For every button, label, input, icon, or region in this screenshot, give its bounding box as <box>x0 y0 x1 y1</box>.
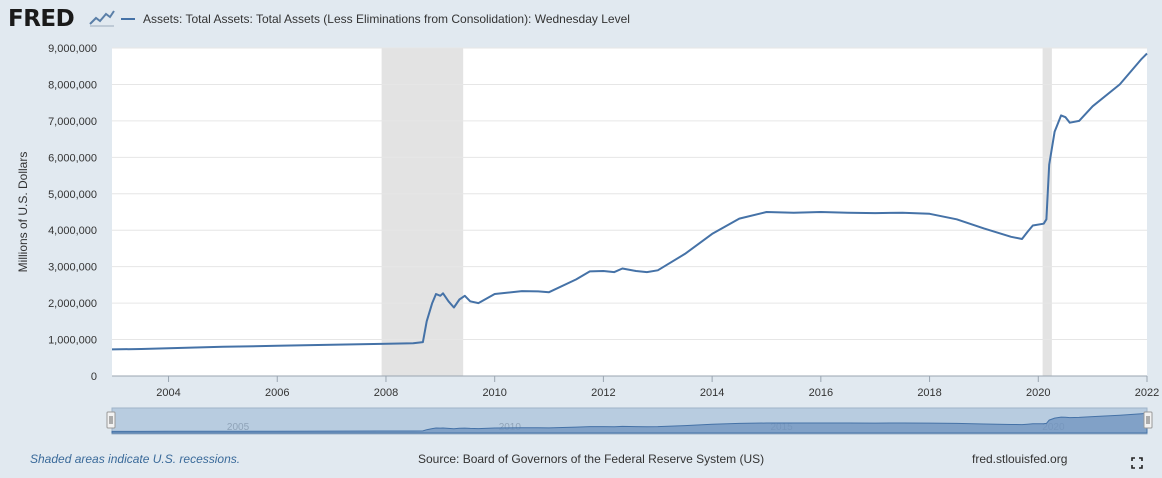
recession-note[interactable]: Shaded areas indicate U.S. recessions. <box>30 452 241 466</box>
x-tick-label: 2020 <box>1026 387 1050 399</box>
y-tick-label: 1,000,000 <box>48 335 97 347</box>
x-tick-label: 2016 <box>809 387 833 399</box>
y-tick-label: 8,000,000 <box>48 79 97 91</box>
site-url[interactable]: fred.stlouisfed.org <box>972 452 1068 466</box>
x-tick-label: 2008 <box>374 387 398 399</box>
chart[interactable]: 0 1,000,000 2,000,000 3,000,000 4,000,000 5,0… <box>0 40 1162 450</box>
x-tick-label: 2014 <box>700 387 724 399</box>
header: FRED Assets: Total Assets: Total Assets … <box>0 0 1162 40</box>
y-tick-label: 5,000,000 <box>48 189 97 201</box>
navigator[interactable]: 2005201020152020 <box>106 407 1153 435</box>
x-tick-label: 2022 <box>1135 387 1159 399</box>
navigator-right-handle[interactable] <box>1143 411 1153 429</box>
source-text: Source: Board of Governors of the Federa… <box>418 452 765 466</box>
y-tick-label: 6,000,000 <box>48 152 97 164</box>
legend[interactable]: Assets: Total Assets: Total Assets (Less… <box>121 12 630 26</box>
y-tick-label: 9,000,000 <box>48 43 97 55</box>
y-axis-label: Millions of U.S. Dollars <box>16 152 30 273</box>
fullscreen-icon[interactable] <box>1131 457 1143 469</box>
legend-label: Assets: Total Assets: Total Assets (Less… <box>143 12 630 26</box>
series-line[interactable] <box>111 52 1148 351</box>
plot-area <box>112 48 1147 376</box>
x-tick-label: 2010 <box>482 387 506 399</box>
x-tick-label: 2012 <box>591 387 615 399</box>
line-graph-icon <box>89 9 115 27</box>
fred-logo[interactable]: FRED <box>8 6 75 32</box>
recession-shade-0 <box>381 48 464 376</box>
y-tick-label: 2,000,000 <box>48 298 97 310</box>
navigator-series-area <box>111 412 1148 434</box>
x-tick-label: 2006 <box>265 387 289 399</box>
navigator-label: 2005 <box>227 422 250 433</box>
x-tick-label: 2018 <box>917 387 941 399</box>
y-tick-label: 3,000,000 <box>48 262 97 274</box>
y-tick-label: 0 <box>91 371 97 383</box>
legend-swatch <box>121 18 135 20</box>
y-tick-label: 7,000,000 <box>48 116 97 128</box>
y-tick-label: 4,000,000 <box>48 225 97 237</box>
x-tick-label: 2004 <box>156 387 180 399</box>
navigator-left-handle[interactable] <box>106 411 116 429</box>
